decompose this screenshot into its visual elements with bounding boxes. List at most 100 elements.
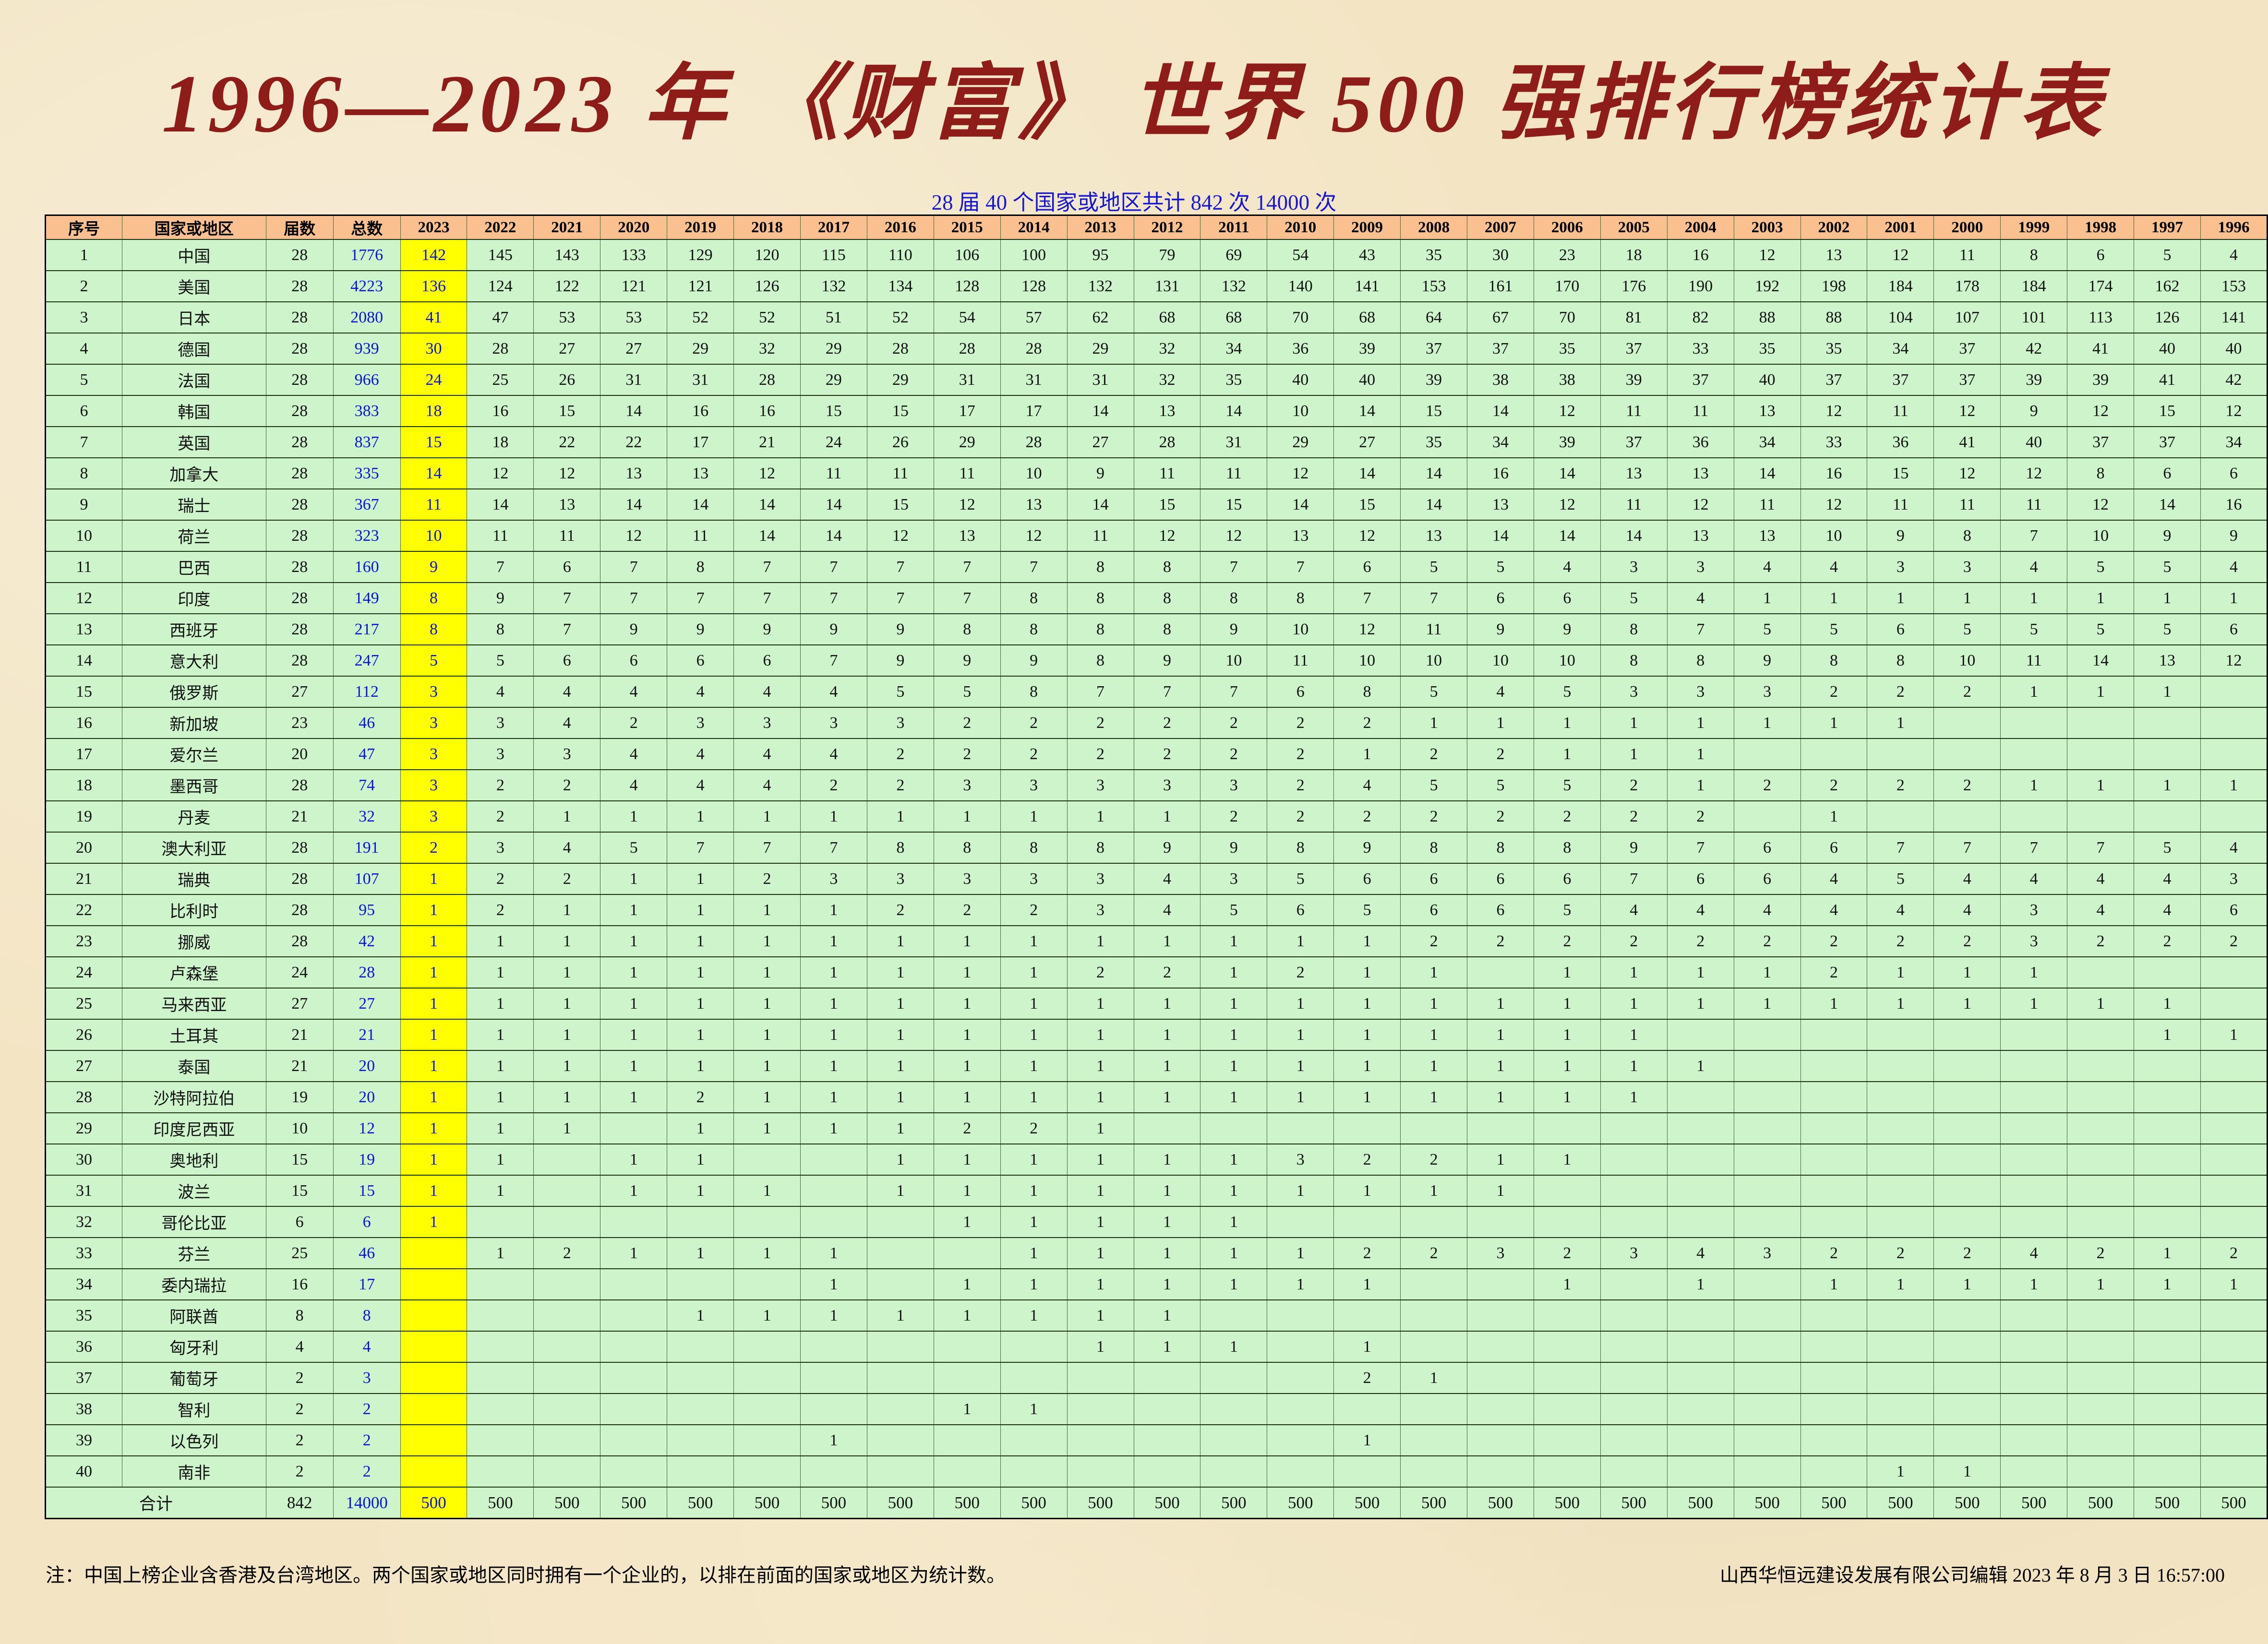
total-year-cell: 500: [1933, 1487, 2001, 1519]
total-row: 合计 842 14000 500 500 500 500 500 500 500 500 500 500…: [45, 1487, 2268, 1519]
year-value-cell: 13: [1600, 457, 1668, 489]
year-value-cell: 1: [1133, 925, 1201, 957]
year-value-cell: 1: [1067, 1268, 1134, 1300]
year-value-cell: 39: [1533, 426, 1601, 458]
rank-cell: 14: [45, 644, 122, 677]
year-value-cell: 15: [2134, 395, 2201, 427]
year-value-cell: 1: [1867, 1268, 1934, 1300]
year-header: 2019: [667, 214, 734, 240]
year-value-cell: 31: [1200, 426, 1268, 458]
year-value-cell: [2200, 707, 2268, 739]
table-row: 30 奥地利 15 19 1 1 1 1 1 1 1 1 1 1 3 2 2 1 1: [45, 1144, 2268, 1176]
year-value-cell: 3: [400, 800, 468, 833]
year-value-cell: 3: [1000, 769, 1068, 801]
year-value-cell: 8: [1400, 832, 1468, 864]
year-value-cell: 1: [1200, 1206, 1268, 1238]
year-value-cell: 1: [667, 1237, 734, 1269]
total-cell: 335: [333, 457, 401, 489]
year-value-cell: 136: [400, 270, 468, 302]
year-value-cell: 6: [600, 644, 668, 677]
year-value-cell: [533, 1144, 601, 1176]
year-value-cell: [2134, 800, 2201, 833]
year-value-cell: 39: [1600, 364, 1668, 396]
year-value-cell: 1: [2134, 1019, 2201, 1051]
year-value-cell: [2000, 738, 2068, 770]
year-value-cell: 4: [1733, 551, 1801, 583]
sessions-cell: 28: [265, 769, 334, 801]
year-value-cell: 2: [1933, 676, 2001, 708]
total-cell: 21: [333, 1019, 401, 1051]
year-value-cell: 9: [2200, 520, 2268, 552]
year-value-cell: 7: [866, 551, 934, 583]
table-row: 17 爱尔兰 20 47 3 3 3 4 4 4 4 2 2 2 2 2 2 2 1 2 2 1 1 1: [45, 738, 2268, 770]
year-value-cell: 1: [1000, 956, 1068, 989]
year-value-cell: 7: [1200, 551, 1268, 583]
total-year-cell: 500: [800, 1487, 867, 1519]
year-value-cell: [1467, 1206, 1534, 1238]
table-row: 39 以色列 2 2 1 1: [45, 1424, 2268, 1456]
year-value-cell: [2067, 1331, 2135, 1363]
country-cell: 匈牙利: [121, 1331, 266, 1363]
year-value-cell: [2134, 1424, 2201, 1456]
year-value-cell: 1: [1733, 582, 1801, 614]
year-value-cell: 8: [1000, 832, 1068, 864]
year-value-cell: [1533, 1424, 1601, 1456]
year-value-cell: 5: [1600, 582, 1668, 614]
year-value-cell: 14: [1067, 488, 1134, 521]
sessions-cell: 10: [265, 1112, 334, 1144]
year-value-cell: 22: [600, 426, 668, 458]
year-value-cell: 1: [600, 1237, 668, 1269]
year-value-cell: 1: [933, 925, 1001, 957]
year-value-cell: [1733, 1455, 1801, 1488]
year-value-cell: [1600, 1455, 1668, 1488]
sessions-cell: 19: [265, 1081, 334, 1113]
year-value-cell: 4: [1800, 863, 1868, 895]
year-value-cell: [1733, 1393, 1801, 1425]
year-value-cell: 126: [2134, 301, 2201, 334]
year-value-cell: 126: [733, 270, 801, 302]
year-value-cell: 3: [2000, 894, 2068, 926]
year-value-cell: 35: [1400, 426, 1468, 458]
year-value-cell: 3: [400, 738, 468, 770]
year-value-cell: [600, 1206, 668, 1238]
year-value-cell: 4: [800, 738, 867, 770]
year-value-cell: 3: [733, 707, 801, 739]
table-row: 1 中国 28 1776 142 145 143 133 129 120 115 110 106 100 9…: [45, 239, 2268, 271]
year-header: 2000: [1933, 214, 2001, 240]
year-value-cell: 7: [933, 551, 1001, 583]
table-row: 25 马来西亚 27 27 1 1 1 1 1 1 1 1 1 1 1 1 1 1 1 1 1 1 1 1 1 1 1 1 1 1 1: [45, 988, 2268, 1020]
year-value-cell: 3: [1467, 1237, 1534, 1269]
year-value-cell: 142: [400, 239, 468, 271]
year-value-cell: 4: [467, 676, 534, 708]
year-value-cell: 1: [1267, 1268, 1334, 1300]
year-value-cell: 1: [467, 1019, 534, 1051]
year-value-cell: 13: [600, 457, 668, 489]
table-row: 2 美国 28 4223 136 124 122 121 121 126 132 134 128 128 1…: [45, 270, 2268, 302]
sessions-cell: 21: [265, 1050, 334, 1082]
table-row: 40 南非 2 2 1 1: [45, 1455, 2268, 1488]
year-value-cell: 5: [1800, 613, 1868, 645]
year-value-cell: 1: [1533, 1144, 1601, 1176]
year-value-cell: 1: [1533, 707, 1601, 739]
year-value-cell: [1467, 1112, 1534, 1144]
year-value-cell: 1: [933, 1393, 1001, 1425]
year-value-cell: 1: [1133, 988, 1201, 1020]
year-value-cell: [1000, 1424, 1068, 1456]
year-value-cell: 13: [1667, 457, 1734, 489]
year-value-cell: [1600, 1144, 1668, 1176]
year-value-cell: [1800, 1362, 1868, 1394]
year-value-cell: 68: [1133, 301, 1201, 334]
year-value-cell: [1533, 1206, 1601, 1238]
total-cell: 247: [333, 644, 401, 677]
year-value-cell: 1: [533, 800, 601, 833]
year-value-cell: [866, 1362, 934, 1394]
year-value-cell: 1: [667, 863, 734, 895]
year-header: 2023: [400, 214, 468, 240]
year-value-cell: 9: [1000, 644, 1068, 677]
year-value-cell: [2067, 800, 2135, 833]
table-row: 19 丹麦 21 32 3 2 1 1 1 1 1 1 1 1 1 1 2 2 2 2 2 2 2 2 1: [45, 800, 2268, 833]
year-value-cell: 7: [1667, 832, 1734, 864]
year-value-cell: 1: [2067, 769, 2135, 801]
year-value-cell: [667, 1424, 734, 1456]
table-row: 24 卢森堡 24 28 1 1 1 1 1 1 1 1 1 1 2 2 1 2 1 1 1 1 1 1 2 1 1 1: [45, 956, 2268, 989]
